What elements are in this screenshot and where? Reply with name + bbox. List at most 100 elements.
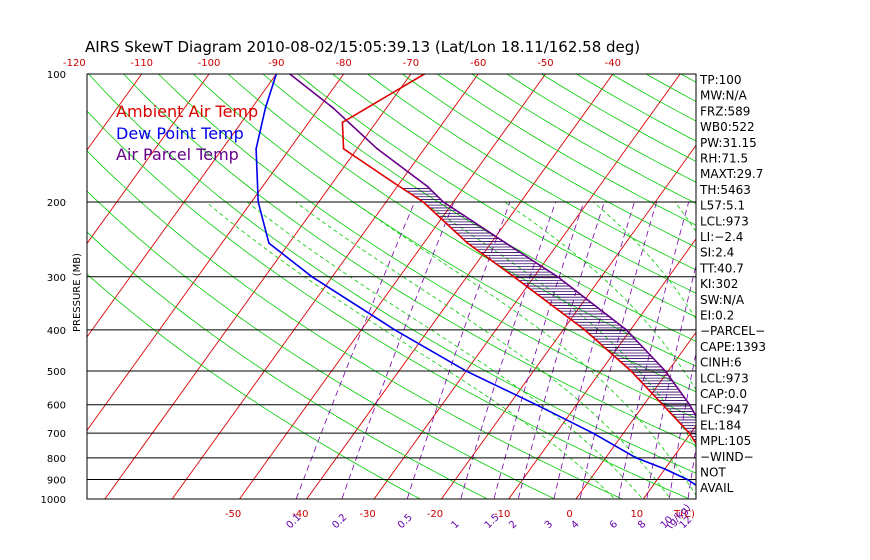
- dry-adiabat-line: [87, 150, 624, 499]
- dry-adiabat-line: [401, 74, 696, 248]
- dry-adiabat-line: [87, 273, 422, 499]
- mixing-ratio-line: [493, 201, 585, 499]
- top-temp-tick-label: -70: [403, 58, 419, 69]
- ambient-temp-line-point: [341, 121, 344, 124]
- index-line: CINH:6: [700, 356, 742, 370]
- pressure-tick-label: 100: [47, 70, 66, 81]
- index-line: MW:N/A: [700, 89, 748, 103]
- index-line: NOT: [700, 466, 726, 480]
- ambient-temp-line-point: [466, 242, 469, 245]
- moist-adiabat-line: [205, 201, 616, 499]
- index-line: RH:71.5: [700, 152, 748, 166]
- isotherm-line: [575, 331, 696, 499]
- isotherm-line: [87, 74, 345, 432]
- pressure-tick-label: 400: [47, 326, 66, 337]
- dewpoint-line-point: [268, 242, 270, 245]
- parcel-temp-line-point: [376, 147, 379, 150]
- legend: Ambient Air Temp Dew Point Temp Air Parc…: [116, 102, 258, 164]
- top-temp-tick-label: -100: [198, 58, 221, 69]
- dewpoint-line-point: [394, 329, 396, 331]
- legend-dewpoint: Dew Point Temp: [116, 124, 244, 143]
- mixing-ratio-tick-label: 0.5: [396, 512, 415, 531]
- mixing-ratio-line: [553, 201, 635, 499]
- parcel-temp-line-point: [556, 275, 559, 278]
- isotherm-line: [104, 74, 412, 499]
- pressure-tick-label: 500: [47, 367, 66, 378]
- parcel-temp-line-point: [442, 201, 445, 203]
- parcel-temp-line-point: [504, 242, 507, 245]
- top-temp-tick-label: -60: [470, 58, 486, 69]
- top-temp-tick-label: -120: [63, 58, 86, 69]
- mixing-ratio-tick-label: 4: [569, 519, 581, 531]
- index-line: FRZ:589: [700, 104, 750, 118]
- dewpoint-line-point: [465, 370, 468, 372]
- mixing-ratio-line: [787, 202, 829, 508]
- isotherm-line: [87, 74, 210, 245]
- dewpoint-line-point: [635, 456, 637, 459]
- chart-title: AIRS SkewT Diagram 2010-08-02/15:05:39.1…: [85, 38, 640, 56]
- pressure-tick-label: 800: [47, 454, 66, 465]
- isotherm-line: [238, 74, 547, 499]
- index-line: LI:−2.4: [700, 230, 743, 244]
- dry-adiabat-line: [88, 74, 696, 474]
- parcel-temp-line-point: [331, 106, 334, 109]
- dry-adiabat-line: [471, 74, 696, 204]
- isotherm-line: [171, 74, 479, 499]
- dry-adiabat-line: [157, 74, 696, 419]
- dry-adiabat-line: [87, 110, 691, 499]
- isotherm-line: [839, 55, 870, 508]
- dry-adiabat-line: [801, 65, 870, 509]
- bottom-temp-tick-label: -10: [494, 509, 510, 520]
- dewpoint-line-point: [264, 106, 267, 109]
- profile-lines: [255, 74, 747, 500]
- ambient-temp-line-point: [422, 201, 424, 203]
- moist-adiabat-line: [352, 201, 696, 497]
- plot-frame: [86, 73, 697, 500]
- index-line: PW:31.15: [700, 136, 757, 150]
- pressure-tick-label: 1000: [41, 495, 66, 506]
- pressure-tick-label: 900: [47, 476, 66, 487]
- dry-adiabat-line: [123, 74, 696, 446]
- moist-adiabat-line: [422, 201, 696, 449]
- ambient-temp-line-point: [745, 498, 747, 500]
- index-line: LCL:973: [700, 214, 749, 228]
- mixing-ratio-line: [646, 263, 696, 499]
- dry-adiabat-line: [767, 65, 870, 509]
- parcel-temp-line-point: [426, 185, 429, 188]
- dewpoint-line-point: [664, 468, 666, 470]
- cape-hatch: [402, 188, 696, 443]
- mixing-ratio-tick-label: 6: [608, 519, 620, 531]
- bottom-temp-tick-label: 10: [630, 509, 643, 520]
- ambient-temp-line-point: [688, 432, 691, 435]
- dry-adiabat-line: [436, 74, 696, 226]
- pressure-tick-label: 300: [47, 273, 66, 284]
- bottom-temp-tick-label: -40: [292, 509, 308, 520]
- moist-adiabat-line: [246, 201, 644, 499]
- index-line: EL:184: [700, 418, 741, 432]
- top-temp-tick-label: -110: [130, 58, 153, 69]
- isotherm-line: [373, 74, 681, 499]
- dry-adiabat-line: [836, 65, 870, 509]
- index-line: SI:2.4: [700, 246, 734, 260]
- parcel-temp-line-point: [664, 370, 667, 372]
- dewpoint-line-point: [686, 478, 689, 481]
- legend-parcel: Air Parcel Temp: [116, 145, 239, 164]
- bottom-temp-tick-label: -30: [359, 509, 375, 520]
- ambient-temp-line-point: [630, 370, 632, 372]
- mixing-ratio-line: [820, 202, 856, 508]
- index-line: MPL:105: [700, 434, 751, 448]
- mixing-ratio-tick-label: 2: [507, 519, 519, 531]
- dry-adiabat-line: [331, 74, 696, 294]
- legend-ambient: Ambient Air Temp: [116, 102, 258, 121]
- index-line: EI:0.2: [700, 309, 734, 323]
- moist-adiabat-line: [504, 201, 696, 391]
- dewpoint-line-point: [592, 432, 594, 435]
- mixing-ratio-tick-label: 0.2: [330, 512, 349, 531]
- isotherm-line: [771, 55, 870, 508]
- mixing-ratio-line: [517, 201, 605, 499]
- pressure-tick-label: 200: [47, 198, 66, 209]
- ambient-temp-line: [341, 74, 696, 445]
- dry-adiabat-line: [227, 74, 696, 367]
- index-line: WB0:522: [700, 120, 755, 134]
